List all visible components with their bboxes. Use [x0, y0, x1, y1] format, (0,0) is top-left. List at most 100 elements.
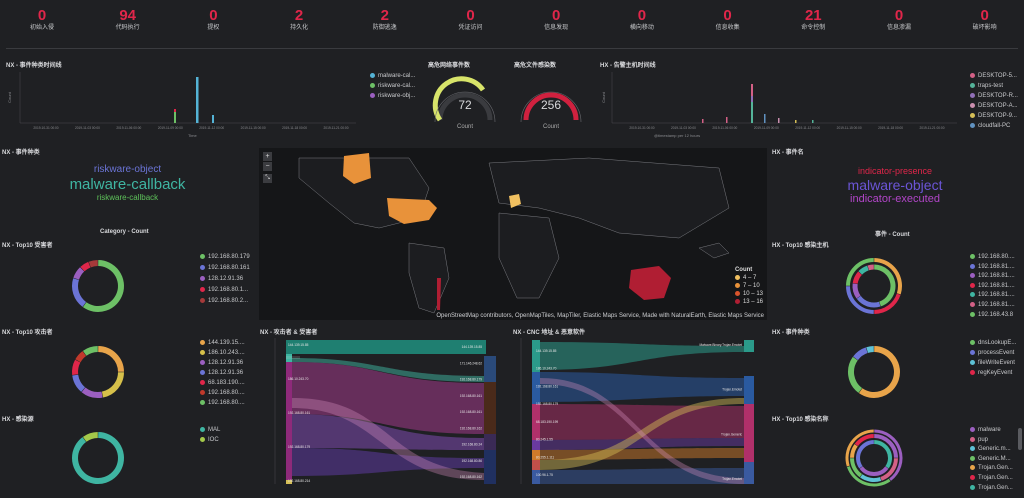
word-cloud-term[interactable]: indicator-executed	[850, 193, 940, 205]
legend-item[interactable]: 128.12.91.36	[200, 369, 243, 377]
donut-slice[interactable]	[874, 429, 903, 481]
legend-item[interactable]: 192.168.80.1...	[200, 286, 248, 294]
legend-item[interactable]: 192.168.80.179	[200, 253, 250, 261]
legend-item[interactable]: 192.168.80....	[200, 389, 245, 397]
donut-slice[interactable]	[72, 359, 81, 375]
legend-item[interactable]: IOC	[200, 436, 219, 444]
metric-3[interactable]: 2 持久化	[269, 8, 329, 32]
hx-infected-hosts-donut[interactable]	[842, 254, 906, 318]
gauge-hx[interactable]	[516, 70, 586, 132]
metric-2[interactable]: 0 提权	[183, 8, 243, 32]
donut-slice[interactable]	[75, 351, 87, 363]
donut-slice[interactable]	[846, 286, 874, 314]
donut-slice[interactable]	[850, 444, 858, 458]
legend-item[interactable]: 128.12.91.36	[200, 359, 243, 367]
metric-6[interactable]: 0 信息发现	[526, 8, 586, 32]
legend-item[interactable]: 192.168.80.161	[200, 264, 250, 272]
legend-item[interactable]: riskware-obj...	[370, 92, 415, 100]
donut-slice[interactable]	[859, 466, 889, 476]
donut-slice[interactable]	[81, 387, 103, 398]
donut-slice[interactable]	[848, 356, 863, 393]
legend-item[interactable]: malware-cal...	[370, 72, 415, 80]
legend-item[interactable]: 128.12.91.36	[200, 275, 243, 283]
donut-slice[interactable]	[97, 346, 124, 373]
legend-item[interactable]: DESKTOP-R...	[970, 92, 1018, 100]
donut-slice[interactable]	[72, 432, 124, 484]
legend-item[interactable]: DESKTOP-A...	[970, 102, 1018, 110]
map-fit-bounds-icon[interactable]: ⤡	[263, 174, 272, 183]
donut-slice[interactable]	[73, 267, 85, 280]
donut-slice[interactable]	[873, 440, 892, 469]
donut-slice[interactable]	[873, 264, 896, 307]
donut-slice[interactable]	[82, 432, 99, 442]
metric-0[interactable]: 0 初始入侵	[12, 8, 72, 32]
donut-slice[interactable]	[860, 474, 882, 482]
timeline-left-chart[interactable]: 2019-10-31 00:00 2019-11-03 00:00 2019-11-…	[6, 70, 361, 140]
donut-slice[interactable]	[858, 265, 869, 275]
word-cloud-term[interactable]: riskware-object	[93, 164, 162, 175]
legend-item[interactable]: DESKTOP-5...	[970, 72, 1017, 80]
donut-slice[interactable]	[856, 295, 881, 308]
nx-attackers-donut[interactable]	[66, 340, 130, 404]
legend-item[interactable]: 192.168.81....	[970, 301, 1015, 309]
donut-slice[interactable]	[874, 434, 898, 458]
donut-slice[interactable]	[846, 258, 874, 286]
legend-item[interactable]: 192.168.81....	[970, 291, 1015, 299]
metric-4[interactable]: 2 防御逃逸	[355, 8, 415, 32]
donut-slice[interactable]	[874, 293, 901, 314]
map-attribution[interactable]: OpenStreetMap contributors, OpenMapTiles…	[436, 313, 764, 319]
legend-item[interactable]: MAL	[200, 426, 220, 434]
legend-item[interactable]: 186.10.243....	[200, 349, 245, 357]
word-cloud-term[interactable]: indicator-presence	[857, 166, 933, 176]
donut-slice[interactable]	[852, 271, 862, 284]
legend-item[interactable]: 192.168.80....	[200, 399, 245, 407]
legend-item[interactable]: regKeyEvent	[970, 369, 1012, 377]
donut-slice[interactable]	[880, 458, 898, 481]
legend-item[interactable]: Generic.m...	[970, 445, 1011, 453]
donut-slice[interactable]	[72, 278, 87, 307]
legend-item[interactable]: fileWriteEvent	[970, 359, 1015, 367]
donut-slice[interactable]	[88, 260, 98, 268]
word-cloud-term[interactable]: malware-callback	[69, 176, 186, 193]
legend-item[interactable]: 192.168.81....	[970, 282, 1015, 290]
legend-item[interactable]: cloudfall-PC	[970, 122, 1010, 130]
donut-slice[interactable]	[854, 434, 874, 447]
legend-item[interactable]: Trojan.Gen...	[970, 464, 1013, 472]
timeline-right-chart[interactable]: 2019-10-31 00:00 2019-11-03 00:00 2019-11-…	[602, 70, 962, 140]
legend-item[interactable]: 144.139.15....	[200, 339, 245, 347]
map-zoom-in-button[interactable]: +	[263, 152, 272, 161]
legend-item[interactable]: Trojan.Gen...	[970, 474, 1013, 482]
legend-item[interactable]: traps-test	[970, 82, 1003, 90]
legend-item[interactable]: pup	[970, 436, 988, 444]
legend-item[interactable]: Trojan.Gen...	[970, 484, 1013, 492]
donut-slice[interactable]	[874, 258, 902, 295]
metric-11[interactable]: 0 破坏影响	[955, 8, 1015, 32]
donut-slice[interactable]	[80, 261, 91, 272]
donut-slice[interactable]	[101, 371, 124, 398]
donut-slice[interactable]	[82, 346, 99, 356]
metric-8[interactable]: 0 信息收集	[698, 8, 758, 32]
legend-item[interactable]: 192.168.80....	[970, 253, 1015, 261]
hx-infection-names-donut[interactable]	[842, 426, 906, 490]
legend-item[interactable]: dnsLookupE...	[970, 339, 1016, 347]
legend-item[interactable]: Generic.M...	[970, 455, 1011, 463]
legend-item[interactable]: DESKTOP-9...	[970, 112, 1017, 120]
donut-slice[interactable]	[846, 466, 891, 487]
donut-slice[interactable]	[852, 283, 861, 299]
donut-slice[interactable]	[72, 374, 86, 392]
map-zoom-out-button[interactable]: −	[263, 162, 272, 171]
sankey-cnc-chart[interactable]: 144.139.15.85 186.10.243.70 192.168.80.161…	[518, 338, 758, 488]
metric-1[interactable]: 94 代码执行	[98, 8, 158, 32]
word-cloud-term[interactable]: riskware-callback	[96, 193, 159, 202]
donut-slice[interactable]	[850, 458, 863, 478]
sankey-nx-chart[interactable]: 144.139.15.85 186.10.243.70 192.168.80.161…	[272, 338, 504, 488]
donut-slice[interactable]	[866, 346, 874, 353]
scrollbar-thumb[interactable]	[1018, 428, 1022, 450]
donut-slice[interactable]	[82, 260, 124, 312]
hx-infection-source-donut[interactable]	[66, 426, 130, 490]
donut-slice[interactable]	[853, 347, 868, 361]
legend-item[interactable]: 192.168.81....	[970, 263, 1015, 271]
hx-event-categories-donut[interactable]	[842, 340, 906, 404]
donut-slice[interactable]	[858, 346, 900, 398]
donut-slice[interactable]	[856, 440, 875, 469]
